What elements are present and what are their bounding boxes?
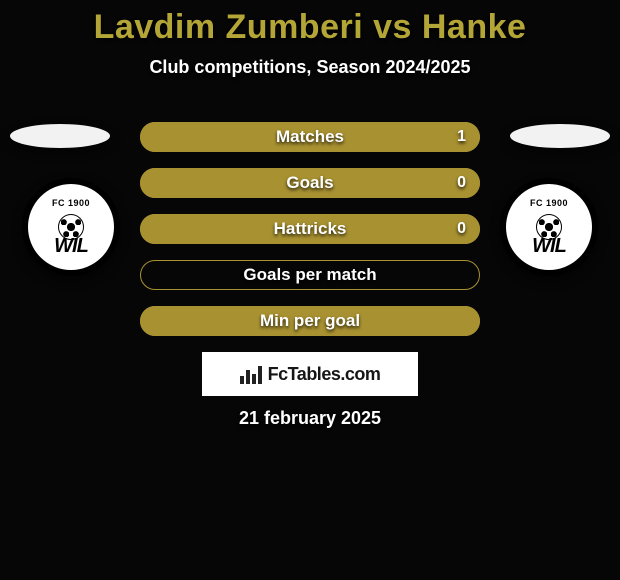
stat-value-right: 0 [457,168,466,198]
stat-bar-fill [140,214,480,244]
branding-box: FcTables.com [202,352,418,396]
stat-row: Goals0 [140,168,480,198]
club-badge-right-bottom: WIL [532,235,566,258]
page-title: Lavdim Zumberi vs Hanke [0,0,620,47]
club-badge-left-bottom: WIL [54,235,88,258]
country-flag-left [10,124,110,148]
comparison-infographic: Lavdim Zumberi vs Hanke Club competition… [0,0,620,580]
stat-row: Matches1 [140,122,480,152]
stat-value-right: 0 [457,214,466,244]
country-flag-right [510,124,610,148]
stat-bar-fill [140,168,480,198]
stat-bar-fill [140,306,480,336]
page-subtitle: Club competitions, Season 2024/2025 [0,57,620,78]
branding-text: FcTables.com [268,364,381,385]
club-badge-left: FC 1900 WIL [22,178,120,276]
stat-row: Goals per match [140,260,480,290]
stat-row: Hattricks0 [140,214,480,244]
date-line: 21 february 2025 [0,408,620,429]
stat-row: Min per goal [140,306,480,336]
club-badge-right: FC 1900 WIL [500,178,598,276]
club-badge-left-top: FC 1900 [52,198,90,208]
club-badge-right-top: FC 1900 [530,198,568,208]
stats-bars: Matches1 Goals0 Hattricks0 Goals per match M… [140,122,480,352]
stat-bar-fill [140,122,480,152]
bar-chart-icon [240,364,262,384]
stat-bar-track [140,260,480,290]
stat-value-right: 1 [457,122,466,152]
